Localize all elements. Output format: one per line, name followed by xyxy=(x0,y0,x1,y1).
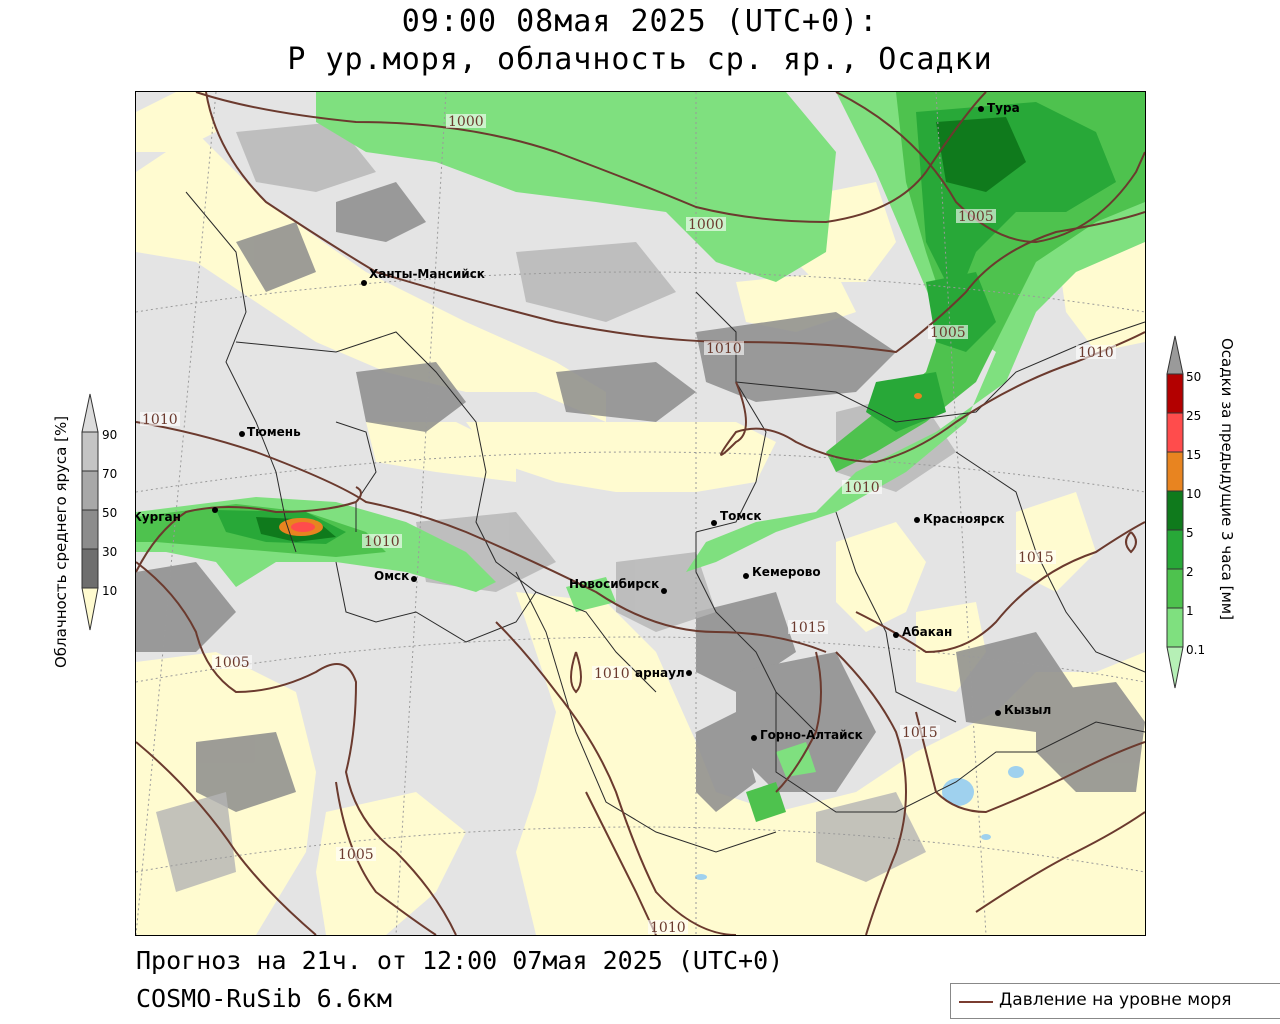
isobars xyxy=(136,92,1145,935)
model-name: COSMO-RuSib 6.6км xyxy=(136,984,392,1013)
cloud-bar-cap-bottom xyxy=(81,587,99,631)
forecast-info: Прогноз на 21ч. от 12:00 07мая 2025 (UTC… xyxy=(136,946,784,975)
weather-map[interactable]: 1000 1005 1000 1005 1010 1010 1010 1010 … xyxy=(135,91,1146,936)
cloud-bar-seg-50 xyxy=(81,509,99,550)
precip-tick-1: 1 xyxy=(1186,604,1194,618)
precipitation-areas xyxy=(136,92,1145,822)
precip-bar-seg-2 xyxy=(1166,568,1184,609)
city-label: арнаул xyxy=(635,666,685,680)
city-label: Горно-Алтайск xyxy=(760,728,863,742)
city-label: Томск xyxy=(720,509,762,523)
isobar-label: 1010 xyxy=(364,534,400,550)
city-label: Абакан xyxy=(902,625,952,639)
cloud-tick-90: 90 xyxy=(102,428,118,442)
weather-map-canvas: 1000 1005 1000 1005 1010 1010 1010 1010 … xyxy=(136,92,1145,935)
cloud-tick-50: 50 xyxy=(102,506,118,520)
isobar-label: 1015 xyxy=(790,620,826,636)
precip-tick-0-1: 0.1 xyxy=(1186,643,1206,657)
isobar-label: 1000 xyxy=(688,217,724,233)
cloud-bar-seg-70 xyxy=(81,470,99,511)
city-label: Кызыл xyxy=(1004,703,1051,717)
city-label: Ханты-Мансийск xyxy=(369,267,485,281)
isobar-label: 1010 xyxy=(844,480,880,496)
isobar-label: 1010 xyxy=(594,666,630,682)
pressure-legend-swatch xyxy=(959,1001,993,1003)
isobar-labels: 1000 1005 1000 1005 1010 1010 1010 1010 … xyxy=(140,114,1116,935)
city-label: Тура xyxy=(987,101,1020,115)
isobar-label: 1005 xyxy=(338,847,374,863)
cloud-colorbar-title: Облачность среднего яруса [%] xyxy=(52,415,70,668)
precip-tick-50: 50 xyxy=(1186,370,1202,384)
medium-cloud-areas xyxy=(156,122,956,892)
isobar-label: 1010 xyxy=(1078,345,1114,361)
precip-tick-25: 25 xyxy=(1186,409,1202,423)
cloud-bar-seg-30 xyxy=(81,548,99,589)
isobar-label: 1000 xyxy=(448,114,484,130)
isobar-label: 1005 xyxy=(930,325,966,341)
isobar-label: 1015 xyxy=(1018,550,1054,566)
isobar-label: 1005 xyxy=(958,209,994,225)
cloud-tick-10: 10 xyxy=(102,584,118,598)
city-label: Новосибирск xyxy=(569,577,659,591)
map-title-fields: P ур.моря, облачность ср. яр., Осадки xyxy=(287,42,993,77)
city-label: Красноярск xyxy=(923,512,1005,526)
city-label: Тюмень xyxy=(247,425,301,439)
isobar-label: 1015 xyxy=(902,725,938,741)
dense-cloud-areas xyxy=(136,182,1145,812)
map-title-time: 09:00 08мая 2025 (UTC+0): xyxy=(401,4,879,39)
precip-bar-seg-15 xyxy=(1166,451,1184,492)
isobar-label: 1005 xyxy=(214,655,250,671)
city-label: Курган xyxy=(136,510,181,524)
precip-bar-cap-top xyxy=(1166,335,1184,375)
precip-bar-seg-25 xyxy=(1166,412,1184,453)
precip-tick-10: 10 xyxy=(1186,487,1202,501)
isobar-label: 1010 xyxy=(142,412,178,428)
cloud-bar-seg-90 xyxy=(81,431,99,472)
precip-bar-cap-bottom xyxy=(1166,646,1184,689)
precip-colorbar xyxy=(1166,335,1184,689)
isobar-label: 1010 xyxy=(706,341,742,357)
cloud-colorbar xyxy=(81,393,99,631)
precip-colorbar-title: Осадки за предыдущие 3 часа [мм] xyxy=(1218,338,1236,620)
precip-bar-seg-1 xyxy=(1166,607,1184,648)
cloud-tick-30: 30 xyxy=(102,545,118,559)
isobar-label: 1010 xyxy=(650,920,686,935)
pressure-legend-label: Давление на уровне моря xyxy=(999,990,1232,1010)
cloud-tick-70: 70 xyxy=(102,467,118,481)
graticule xyxy=(136,92,1145,935)
precip-bar-seg-10 xyxy=(1166,490,1184,531)
precip-bar-seg-5 xyxy=(1166,529,1184,570)
city-markers: Тура Ханты-Мансийск Тюмень Курган Омск Т… xyxy=(136,101,1051,742)
pressure-legend: Давление на уровне моря xyxy=(950,983,1280,1019)
precip-tick-15: 15 xyxy=(1186,448,1202,462)
precip-bar-seg-50 xyxy=(1166,373,1184,414)
precip-tick-2: 2 xyxy=(1186,565,1194,579)
precip-tick-5: 5 xyxy=(1186,526,1194,540)
city-label: Кемерово xyxy=(752,565,821,579)
city-label: Омск xyxy=(374,569,409,583)
cloud-bar-cap-top xyxy=(81,393,99,433)
